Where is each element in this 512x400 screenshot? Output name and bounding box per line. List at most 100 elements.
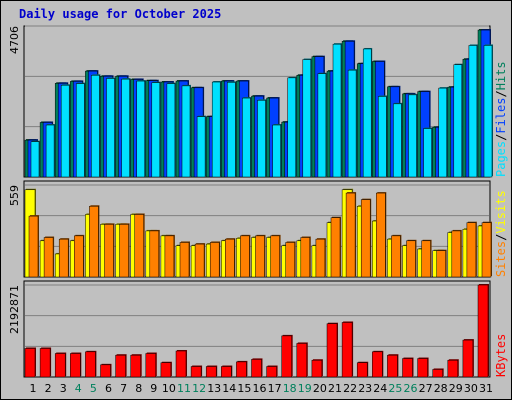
bar-kbytes-17 bbox=[266, 365, 278, 378]
legend-separator: / bbox=[494, 90, 508, 97]
bar-sites-1 bbox=[28, 215, 39, 278]
bar-kbytes-6 bbox=[100, 363, 112, 378]
y-axis-max-label: 2192871 bbox=[8, 285, 21, 334]
bar-sites-8 bbox=[134, 213, 145, 278]
bar-sites-4 bbox=[74, 234, 85, 278]
bar-kbytes-9 bbox=[145, 352, 157, 378]
x-tick-label: 29 bbox=[449, 382, 463, 395]
bar-pages-16 bbox=[257, 99, 267, 178]
bar-kbytes-28 bbox=[432, 368, 444, 378]
bar-sites-7 bbox=[119, 223, 130, 278]
bar-kbytes-1 bbox=[24, 347, 36, 378]
bar-pages-1 bbox=[30, 140, 40, 178]
bar-sites-28 bbox=[436, 249, 447, 278]
bar-sites-20 bbox=[315, 238, 326, 278]
x-tick-label: 27 bbox=[419, 382, 433, 395]
bar-pages-5 bbox=[91, 74, 101, 178]
legend-pages: Pages bbox=[494, 141, 508, 177]
x-axis-labels: 1 2 3 4 5 6 7 8 9 10 11 12 13 14 15 16 17 18 19 20 21 22 23 24 2… bbox=[30, 382, 494, 395]
bar-pages-31 bbox=[483, 44, 493, 178]
bar-pages-19 bbox=[302, 58, 312, 178]
bar-pages-24 bbox=[378, 95, 388, 178]
bar-pages-9 bbox=[151, 81, 161, 178]
x-tick-label: 22 bbox=[343, 382, 357, 395]
x-tick-label: 28 bbox=[434, 382, 448, 395]
bar-kbytes-30 bbox=[462, 339, 474, 378]
bar-pages-25 bbox=[393, 102, 403, 178]
bar-pages-2 bbox=[45, 124, 56, 178]
bar-pages-21 bbox=[332, 43, 342, 178]
bar-pages-13 bbox=[211, 81, 222, 178]
x-tick-label: 15 bbox=[237, 382, 251, 395]
bar-kbytes-14 bbox=[221, 365, 233, 378]
bar-sites-12 bbox=[194, 243, 206, 278]
bar-sites-6 bbox=[104, 223, 115, 278]
bar-pages-7 bbox=[121, 78, 131, 178]
legend-separator: / bbox=[494, 234, 508, 241]
chart-title: Daily usage for October 2025 bbox=[19, 7, 222, 21]
x-tick-label: 30 bbox=[464, 382, 478, 395]
x-tick-label: 4 bbox=[75, 382, 82, 395]
bar-pages-11 bbox=[181, 84, 191, 178]
bar-kbytes-31 bbox=[477, 284, 489, 378]
legend-3: KBytes bbox=[494, 334, 508, 377]
x-tick-label: 18 bbox=[283, 382, 297, 395]
panel-3: 2192871 KBytes bbox=[8, 280, 508, 378]
bar-pages-30 bbox=[468, 44, 478, 178]
bar-kbytes-7 bbox=[115, 354, 127, 378]
bar-sites-31 bbox=[481, 221, 492, 278]
bar-sites-15 bbox=[240, 234, 251, 278]
bar-sites-21 bbox=[330, 216, 341, 278]
gridlines bbox=[25, 284, 489, 347]
bar-sites-5 bbox=[89, 205, 100, 278]
bar-pages-27 bbox=[423, 127, 433, 178]
x-tick-label: 7 bbox=[120, 382, 127, 395]
legend-files: Files bbox=[494, 98, 508, 134]
x-tick-label: 26 bbox=[404, 382, 418, 395]
bar-pages-6 bbox=[106, 77, 116, 178]
x-tick-label: 23 bbox=[358, 382, 372, 395]
bar-pages-8 bbox=[136, 80, 146, 178]
bar-pages-4 bbox=[76, 82, 86, 178]
bar-pages-12 bbox=[196, 115, 207, 178]
x-tick-label: 16 bbox=[253, 382, 267, 395]
legend-visits: Visits bbox=[494, 190, 508, 233]
x-tick-label: 20 bbox=[313, 382, 327, 395]
x-tick-label: 13 bbox=[207, 382, 221, 395]
bar-sites-9 bbox=[149, 229, 160, 278]
legend-sites: Sites bbox=[494, 241, 508, 277]
bar-kbytes-13 bbox=[205, 365, 218, 378]
x-tick-label: 12 bbox=[192, 382, 206, 395]
bar-kbytes-12 bbox=[190, 365, 203, 378]
bar-kbytes-8 bbox=[130, 354, 142, 378]
bar-kbytes-11 bbox=[175, 349, 187, 378]
bar-sites-24 bbox=[376, 192, 387, 278]
bar-kbytes-4 bbox=[70, 352, 82, 378]
x-tick-label: 14 bbox=[222, 382, 236, 395]
bar-sites-14 bbox=[225, 238, 236, 278]
bar-kbytes-20 bbox=[311, 359, 323, 378]
y-axis-max-label: 4706 bbox=[8, 26, 21, 54]
bar-sites-29 bbox=[451, 229, 462, 278]
x-tick-label: 31 bbox=[479, 382, 493, 395]
panel-2: 559 Sites/Visits bbox=[8, 180, 508, 278]
bar-pages-15 bbox=[242, 97, 252, 178]
x-tick-label: 24 bbox=[373, 382, 387, 395]
bar-sites-25 bbox=[391, 234, 402, 278]
x-tick-label: 5 bbox=[90, 382, 97, 395]
bar-kbytes-15 bbox=[236, 360, 248, 378]
bar-kbytes-21 bbox=[326, 322, 338, 378]
bar-kbytes-16 bbox=[251, 358, 263, 378]
bar-kbytes-2 bbox=[39, 347, 52, 378]
bar-sites-19 bbox=[300, 236, 311, 278]
bar-pages-14 bbox=[227, 81, 237, 178]
x-tick-label: 17 bbox=[268, 382, 282, 395]
bar-kbytes-29 bbox=[447, 359, 459, 378]
bar-sites-11 bbox=[179, 241, 190, 278]
bar-sites-17 bbox=[270, 234, 281, 278]
bar-sites-10 bbox=[164, 234, 175, 278]
x-tick-label: 6 bbox=[105, 382, 112, 395]
bar-pages-29 bbox=[453, 63, 463, 178]
bar-sites-23 bbox=[360, 198, 372, 278]
